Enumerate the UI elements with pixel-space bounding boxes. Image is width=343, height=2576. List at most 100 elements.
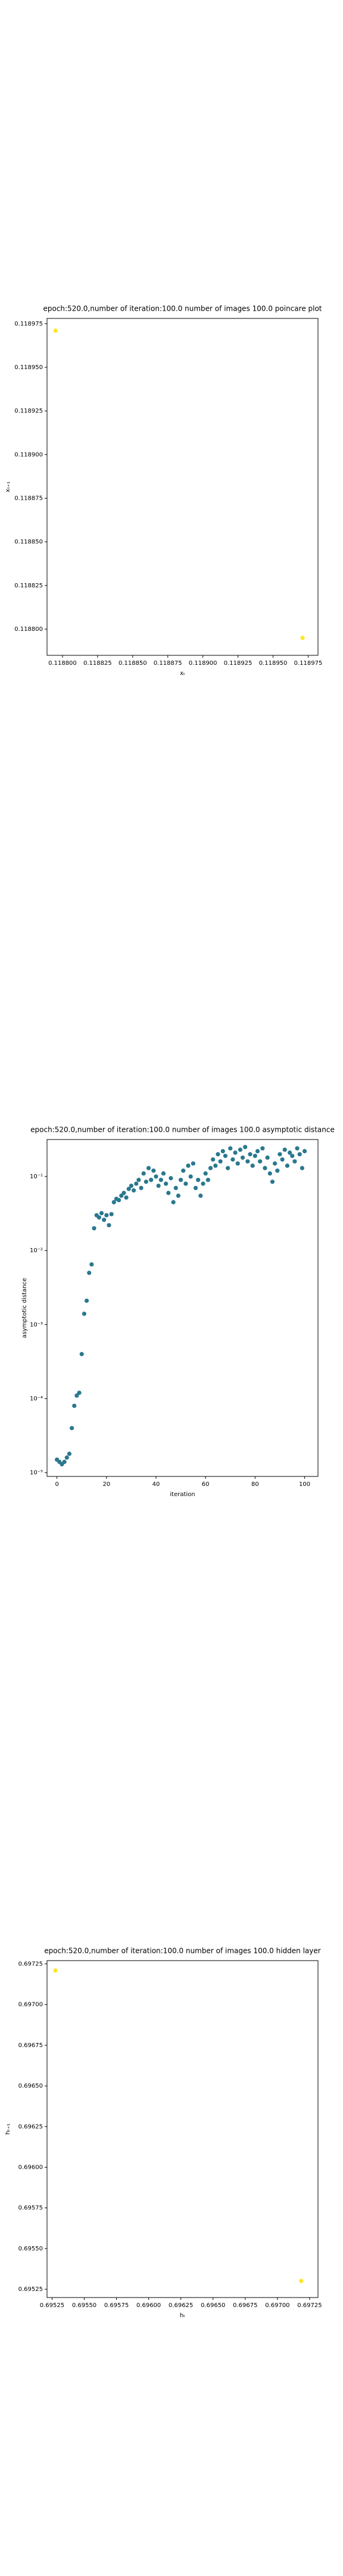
point	[84, 1298, 89, 1303]
point	[302, 1148, 307, 1154]
point	[149, 1178, 154, 1182]
y-tick-label: 10⁻⁴	[30, 1396, 43, 1402]
point	[211, 1157, 216, 1162]
y-tick-label: 10⁻¹	[30, 1174, 43, 1180]
x-tick-label: 40	[152, 1481, 160, 1488]
x-axis-label: iteration	[170, 1491, 195, 1498]
x-tick-label: 0.118800	[48, 660, 77, 667]
x-tick-label: 0	[55, 1481, 58, 1488]
y-tick-label: 0.69550	[18, 2246, 43, 2252]
point	[292, 1159, 297, 1164]
x-tick-label: 0.69625	[169, 2302, 193, 2309]
point	[166, 1190, 171, 1196]
y-tick-label: 0.118875	[14, 496, 43, 502]
point	[213, 1163, 218, 1168]
x-tick-label: 0.69600	[136, 2302, 161, 2309]
point	[171, 1200, 176, 1205]
point	[285, 1163, 290, 1168]
point	[156, 1183, 161, 1188]
axes-frame	[46, 1960, 319, 2298]
point	[53, 1968, 58, 1973]
point	[99, 1210, 104, 1216]
point	[297, 1152, 302, 1157]
y-tick-label: 0.118950	[14, 364, 43, 371]
point	[181, 1168, 186, 1173]
point	[107, 1223, 111, 1228]
point	[196, 1178, 201, 1182]
point	[129, 1183, 134, 1188]
point	[53, 328, 58, 333]
x-axis-label: hₜ	[180, 2312, 185, 2319]
x-tick-label: 0.69700	[265, 2302, 289, 2309]
point	[218, 1159, 223, 1164]
point	[188, 1174, 193, 1179]
point	[161, 1171, 166, 1176]
point	[146, 1166, 151, 1171]
point	[295, 1146, 300, 1151]
point	[275, 1168, 280, 1173]
y-tick-label: 0.69725	[18, 1961, 43, 1967]
x-tick-label: 0.69725	[297, 2302, 322, 2309]
point	[169, 1176, 173, 1181]
x-tick-label: 0.118950	[259, 660, 288, 667]
point	[248, 1152, 252, 1157]
point	[87, 1270, 92, 1275]
point	[126, 1187, 131, 1191]
y-tick-label: 0.118825	[14, 583, 43, 589]
point	[136, 1178, 141, 1182]
x-tick-label: 0.69575	[104, 2302, 129, 2309]
point	[235, 1161, 240, 1166]
x-tick-label: 0.69675	[233, 2302, 257, 2309]
point	[198, 1193, 203, 1198]
point	[240, 1155, 245, 1160]
y-tick-label: 10⁻³	[30, 1321, 43, 1328]
x-axis-label: xₜ	[180, 670, 185, 677]
point	[186, 1163, 191, 1168]
point	[277, 1152, 282, 1157]
x-tick-label: 100	[299, 1481, 310, 1488]
point	[144, 1179, 148, 1184]
axes-frame	[46, 318, 319, 656]
y-tick-label: 0.69700	[18, 2002, 43, 2008]
point	[89, 1262, 94, 1267]
y-tick-label: 0.118900	[14, 451, 43, 458]
point	[119, 1193, 124, 1198]
y-axis-label: asymptotic distance	[21, 1278, 28, 1338]
point	[151, 1168, 156, 1173]
x-tick-label: 60	[202, 1481, 210, 1488]
x-tick-label: 0.118875	[154, 660, 182, 667]
x-tick-label: 0.118900	[189, 660, 217, 667]
x-tick-label: 0.118925	[224, 660, 252, 667]
point	[154, 1174, 158, 1179]
point	[270, 1179, 275, 1184]
point	[72, 1403, 77, 1408]
y-tick-label: 0.69675	[18, 2042, 43, 2049]
point	[238, 1147, 243, 1152]
point	[173, 1185, 178, 1190]
y-tick-label: 0.118975	[14, 321, 43, 327]
y-tick-label: 0.118850	[14, 539, 43, 546]
point	[158, 1178, 163, 1182]
point	[164, 1181, 169, 1186]
point	[139, 1185, 144, 1190]
point	[203, 1171, 208, 1176]
point	[226, 1166, 230, 1171]
point	[216, 1152, 220, 1157]
point	[258, 1159, 263, 1164]
point	[191, 1161, 195, 1166]
point	[260, 1146, 265, 1151]
point	[109, 1212, 114, 1216]
x-tick-label: 80	[251, 1481, 259, 1488]
point	[265, 1155, 270, 1160]
point	[230, 1157, 235, 1162]
point	[176, 1193, 181, 1198]
x-tick-label: 0.118825	[83, 660, 112, 667]
point	[287, 1150, 292, 1155]
point	[300, 636, 305, 640]
point	[69, 1426, 74, 1431]
point	[92, 1226, 96, 1231]
point	[243, 1145, 248, 1150]
point	[96, 1215, 101, 1220]
axes-frame	[46, 1139, 319, 1477]
